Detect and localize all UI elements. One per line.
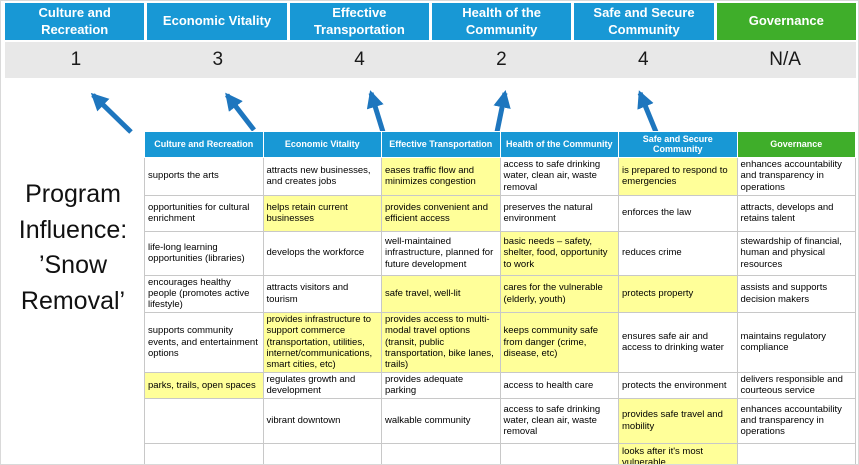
pillar-header-2: Economic Vitality xyxy=(147,3,287,40)
table-cell-highlighted: provides access to multi-modal travel op… xyxy=(381,311,501,373)
pillar-header-row: Culture and Recreation Economic Vitality E… xyxy=(5,3,856,40)
table-cell-highlighted: parks, trails, open spaces xyxy=(144,371,264,399)
program-line-3: ’Snow xyxy=(38,251,108,279)
table-column-header-1: Culture and Recreation xyxy=(144,131,264,158)
pillar-score-3: 4 xyxy=(354,49,365,70)
table-cell-highlighted: eases traffic flow and minimizes congest… xyxy=(381,156,501,196)
table-cell: supports community events, and entertain… xyxy=(144,311,264,373)
table-row: supports the arts attracts new businesses… xyxy=(144,156,856,196)
table-cell xyxy=(736,442,856,464)
table-cell xyxy=(262,442,382,464)
table-cell: regulates growth and development xyxy=(262,371,382,399)
table-cell-highlighted: is prepared to respond to emergencies xyxy=(618,156,738,196)
program-line-4: Removal’ xyxy=(20,286,126,315)
table-cell xyxy=(499,442,619,464)
pillar-score-4: 2 xyxy=(496,49,507,70)
arrow-up-icon-health xyxy=(493,90,511,133)
table-cell: enforces the law xyxy=(618,194,738,232)
table-cell-highlighted: provides safe travel and mobility xyxy=(618,397,738,444)
table-cell: preserves the natural environment xyxy=(499,194,619,232)
table-cell: attracts, develops and retains talent xyxy=(736,194,856,232)
program-influence-label: Program Influence: ’Snow Removal’ xyxy=(2,177,144,319)
table-cell-highlighted: basic needs – safety, shelter, food, opp… xyxy=(499,230,619,276)
pillar-header-1: Culture and Recreation xyxy=(5,3,145,40)
table-cell: attracts new businesses, and creates job… xyxy=(262,156,382,196)
arrow-up-icon-transportation xyxy=(366,90,386,133)
influence-matrix-table: Culture and Recreation Economic Vitality E… xyxy=(144,131,856,464)
table-cell-highlighted: helps retain current businesses xyxy=(262,194,382,232)
table-cell: delivers responsible and courteous servi… xyxy=(736,371,856,399)
program-line-1: Program xyxy=(25,180,121,208)
table-cell: ensures safe air and access to drinking … xyxy=(618,311,738,373)
table-cell: opportunities for cultural enrichment xyxy=(144,194,264,232)
table-cell: assists and supports decision makers xyxy=(736,274,856,313)
table-row: looks after it's most vulnerable xyxy=(144,442,856,464)
table-cell xyxy=(144,442,264,464)
arrow-up-icon-safe xyxy=(637,90,659,133)
table-column-header-5: Safe and Secure Community xyxy=(618,131,738,158)
table-cell: well-maintained infrastructure, planned … xyxy=(381,230,501,276)
table-row: vibrant downtown walkable community access… xyxy=(144,397,856,444)
pillar-score-6: N/A xyxy=(769,49,801,70)
pillar-score-5: 4 xyxy=(637,49,649,70)
table-cell: reduces crime xyxy=(618,230,738,276)
table-row: encourages healthy people (promotes acti… xyxy=(144,274,856,313)
table-cell-highlighted: protects property xyxy=(618,274,738,313)
score-row: 1 3 4 2 4 N/A xyxy=(5,42,856,78)
table-cell: protects the environment xyxy=(618,371,738,399)
pillar-score-1: 1 xyxy=(70,49,82,70)
table-row: life-long learning opportunities (librar… xyxy=(144,230,856,276)
table-row: opportunities for cultural enrichment hel… xyxy=(144,194,856,232)
table-header-row: Culture and Recreation Economic Vitality E… xyxy=(144,131,856,158)
table-cell xyxy=(381,442,501,464)
program-line-2: Influence: xyxy=(18,215,128,244)
table-row: supports community events, and entertain… xyxy=(144,311,856,373)
table-head: Culture and Recreation Economic Vitality E… xyxy=(144,131,856,158)
table-cell: vibrant downtown xyxy=(262,397,382,444)
arrow-up-icon-economic xyxy=(225,92,256,132)
table-column-header-6: Governance xyxy=(736,131,856,158)
table-cell: encourages healthy people (promotes acti… xyxy=(144,274,264,313)
table-cell: access to safe drinking water, clean air… xyxy=(499,156,619,196)
table-cell: enhances accountability and transparency… xyxy=(736,397,856,444)
table-cell: supports the arts xyxy=(144,156,264,196)
table-cell: access to health care xyxy=(499,371,619,399)
table-cell-highlighted: keeps community safe from danger (crime,… xyxy=(499,311,619,373)
arrow-up-icon-culture xyxy=(90,92,133,134)
table-cell-highlighted: provides convenient and efficient access xyxy=(381,194,501,232)
table-cell: life-long learning opportunities (librar… xyxy=(144,230,264,276)
table-cell: maintains regulatory compliance xyxy=(736,311,856,373)
table-column-header-2: Economic Vitality xyxy=(262,131,382,158)
table-column-header-3: Effective Transportation xyxy=(381,131,501,158)
table-cell: enhances accountability and transparency… xyxy=(736,156,856,196)
table-cell-highlighted: provides infrastructure to support comme… xyxy=(262,311,382,373)
table-cell-highlighted: looks after it's most vulnerable xyxy=(618,442,738,464)
table-cell: access to safe drinking water, clean air… xyxy=(499,397,619,444)
pillar-header-4: Health of the Community xyxy=(431,3,572,40)
table-cell: provides adequate parking xyxy=(381,371,501,399)
table-column-header-4: Health of the Community xyxy=(499,131,619,158)
table-cell xyxy=(144,397,264,444)
table-cell-highlighted: safe travel, well-lit xyxy=(381,274,501,313)
table-body: supports the arts attracts new businesses… xyxy=(144,156,856,464)
pillar-score-2: 3 xyxy=(212,49,224,70)
table-row: parks, trails, open spaces regulates grow… xyxy=(144,371,856,399)
table-cell: walkable community xyxy=(381,397,501,444)
table-cell: develops the workforce xyxy=(262,230,382,276)
pillar-header-6: Governance xyxy=(716,3,856,40)
table-cell-highlighted: cares for the vulnerable (elderly, youth… xyxy=(499,274,619,313)
pillar-header-5: Safe and Secure Community xyxy=(574,3,714,40)
pillar-header-3: Effective Transportation xyxy=(289,3,429,40)
table-cell: attracts visitors and tourism xyxy=(262,274,382,313)
table-cell: stewardship of financial, human and phys… xyxy=(736,230,856,276)
